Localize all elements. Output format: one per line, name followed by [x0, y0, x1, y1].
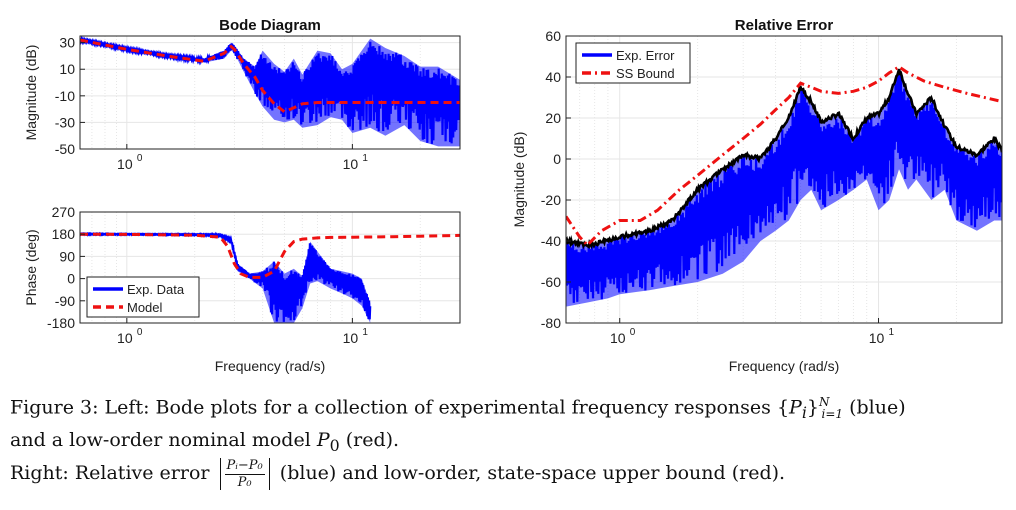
relative-error-fraction: Pᵢ−P₀ P₀ [219, 457, 270, 491]
x-tick-label: 10 [117, 156, 133, 172]
series-line-exp-data [80, 231, 372, 322]
legend: Exp. Error SS Bound [575, 42, 691, 84]
y-tick-label: -180 [47, 315, 75, 331]
caption-line-3: Right: Relative error Pᵢ−P₀ P₀ (blue) and… [10, 457, 786, 491]
x-tick-label: 10 [343, 330, 359, 346]
series-envelope [566, 68, 1002, 250]
x-axis-label: Frequency (rad/s) [729, 358, 839, 374]
y-tick-label: 60 [545, 28, 561, 44]
y-tick-label: -60 [541, 274, 561, 290]
y-tick-label: -10 [55, 88, 75, 104]
plot-frame [79, 211, 461, 324]
y-tick-label: 20 [545, 110, 561, 126]
legend-label: SS Bound [616, 66, 675, 81]
y-tick-label: -30 [55, 114, 75, 130]
y-axis-label: Magnitude (dB) [511, 132, 527, 228]
x-tick-exponent: 1 [889, 327, 895, 338]
x-tick-label: 10 [610, 330, 626, 346]
series-group [566, 65, 1002, 307]
x-tick-label: 10 [343, 156, 359, 172]
plot-frame [79, 35, 461, 150]
y-tick-label: -90 [55, 293, 75, 309]
y-tick-label: 30 [59, 35, 75, 51]
figure-caption: Figure 3: Left: Bode plots for a collect… [10, 393, 1010, 491]
series-line-model [80, 232, 460, 279]
chart-title: Relative Error [735, 17, 834, 34]
legend-label: Model [127, 300, 163, 315]
x-tick-exponent: 1 [362, 327, 368, 338]
legend-box [575, 42, 691, 84]
x-tick-label: 10 [869, 330, 885, 346]
series-group [80, 36, 460, 147]
y-tick-label: 180 [52, 226, 76, 242]
x-tick-exponent: 1 [362, 153, 368, 164]
y-tick-label: 10 [59, 61, 75, 77]
x-tick-exponent: 0 [137, 327, 143, 338]
legend-label: Exp. Error [616, 48, 675, 63]
caption-line-1: Figure 3: Left: Bode plots for a collect… [10, 395, 906, 423]
y-tick-label: -50 [55, 141, 75, 157]
x-axis-label: Frequency (rad/s) [215, 358, 325, 374]
caption-line-2: and a low-order nominal model P0 (red). [10, 428, 400, 455]
plot-frame [565, 35, 1003, 324]
x-tick-exponent: 0 [137, 153, 143, 164]
series-line-ss-bound [566, 65, 1002, 248]
y-tick-label: -40 [541, 233, 561, 249]
series-line-exp-data [80, 36, 460, 144]
y-tick-label: -20 [541, 192, 561, 208]
x-tick-label: 10 [117, 330, 133, 346]
legend-label: Exp. Data [127, 282, 185, 297]
y-axis-label: Phase (deg) [23, 229, 39, 305]
y-tick-label: 0 [553, 151, 561, 167]
y-tick-label: 0 [67, 271, 75, 287]
legend: Exp. Data Model [86, 276, 200, 318]
x-tick-exponent: 0 [630, 327, 636, 338]
y-tick-label: 270 [52, 204, 76, 220]
chart-title: Bode Diagram [219, 17, 321, 34]
y-tick-label: -80 [541, 315, 561, 331]
legend-box [86, 276, 200, 318]
y-axis-label: Magnitude (dB) [23, 45, 39, 141]
y-tick-label: 90 [59, 248, 75, 264]
y-tick-label: 40 [545, 69, 561, 85]
series-line-exp-error [566, 74, 1002, 303]
series-group [80, 231, 460, 323]
